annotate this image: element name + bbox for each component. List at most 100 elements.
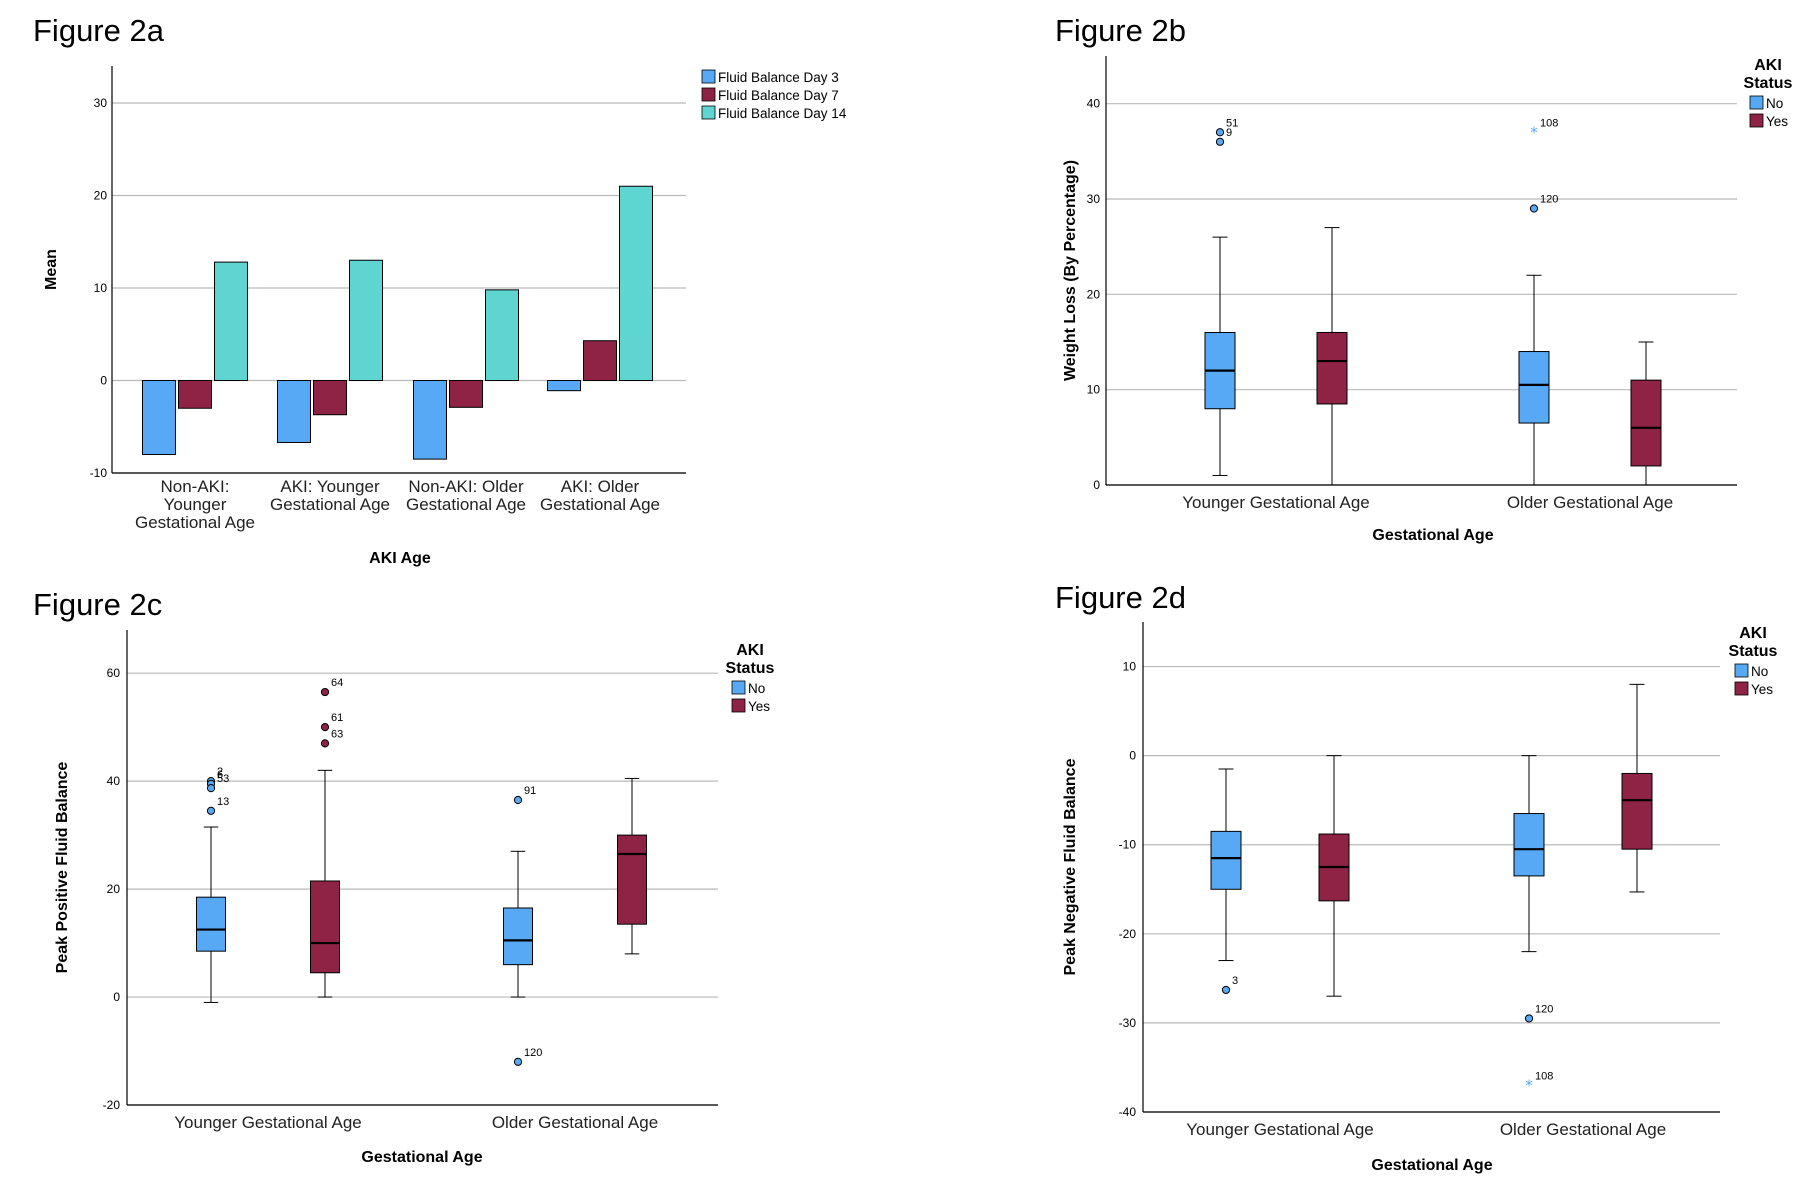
legend-swatch	[701, 87, 716, 102]
outlier-label: 53	[217, 773, 229, 785]
bar	[277, 380, 311, 443]
legend-title: AKI	[736, 642, 764, 659]
outlier-point	[1221, 985, 1231, 995]
bar	[214, 261, 248, 382]
legend-title: Status	[726, 660, 775, 677]
bar	[413, 380, 447, 460]
legend-label: Fluid Balance Day 3	[718, 70, 839, 85]
y-tick-label: 0	[1093, 478, 1100, 492]
y-tick-label: -10	[1119, 838, 1137, 852]
legend-label: No	[1751, 664, 1768, 679]
y-tick-label: -20	[103, 1098, 121, 1112]
legend-label: Yes	[748, 699, 770, 714]
outlier-label: 64	[331, 677, 343, 689]
x-category-label: Gestational Age	[540, 495, 660, 514]
legend-swatch	[1734, 663, 1749, 678]
outlier-star: *	[1530, 123, 1538, 141]
outlier-point	[1215, 137, 1225, 146]
x-category-label: Gestational Age	[270, 495, 390, 514]
x-axis-title: Gestational Age	[361, 1149, 482, 1166]
figure-2d-chart: -40 -30 -20 -10 0 10 Peak Negative Fluid Balan…	[1062, 622, 1778, 1174]
legend-swatch	[1749, 113, 1764, 128]
box	[503, 907, 533, 966]
bar	[619, 185, 653, 381]
legend-swatch	[701, 105, 716, 120]
x-category-label: Non-AKI:	[161, 477, 230, 496]
x-axis-title: Gestational Age	[1372, 527, 1493, 544]
y-tick-label: 60	[107, 666, 121, 680]
outlier-point	[1215, 128, 1225, 137]
legend-swatch	[731, 680, 746, 695]
y-tick-label: 10	[1087, 383, 1101, 397]
y-tick-label: 10	[1123, 660, 1137, 674]
legend-label: No	[1766, 96, 1783, 111]
legend-swatch	[1734, 681, 1749, 696]
x-category-label: Younger Gestational Age	[1182, 493, 1369, 512]
y-tick-label: -20	[1119, 927, 1137, 941]
x-axis-title: AKI Age	[369, 550, 431, 567]
x-category-label: Gestational Age	[406, 495, 526, 514]
x-category-label: Gestational Age	[135, 513, 255, 532]
figure-2b-title: Figure 2b	[1055, 13, 1186, 48]
legend-label: No	[748, 681, 765, 696]
y-tick-label: 40	[107, 774, 121, 788]
y-tick-label: 0	[100, 374, 107, 388]
y-axis-title: Weight Loss (By Percentage)	[1062, 160, 1079, 381]
y-tick-label: 10	[94, 281, 108, 295]
x-category-label: Older Gestational Age	[1500, 1120, 1666, 1139]
box	[1316, 331, 1348, 405]
y-tick-label: 20	[94, 189, 108, 203]
legend-label: Yes	[1751, 682, 1773, 697]
box	[1630, 379, 1662, 467]
bar	[178, 380, 212, 409]
x-category-label: Older Gestational Age	[492, 1113, 658, 1132]
bar	[583, 340, 617, 382]
outlier-label: 3	[1232, 975, 1238, 987]
outlier-label: 61	[331, 712, 343, 724]
outlier-label: 9	[1226, 127, 1232, 139]
outlier-point	[320, 739, 330, 748]
outlier-label: 120	[524, 1047, 542, 1059]
figure-2d-title: Figure 2d	[1055, 580, 1186, 615]
box	[1518, 351, 1550, 424]
legend-title: AKI	[1739, 625, 1767, 642]
x-category-label: AKI: Older	[561, 477, 640, 496]
y-tick-label: 40	[1087, 97, 1101, 111]
outlier-point	[1524, 1014, 1534, 1023]
x-axis-title: Gestational Age	[1371, 1157, 1492, 1174]
legend-label: Fluid Balance Day 14	[718, 106, 847, 121]
bar	[349, 259, 383, 381]
box	[1513, 813, 1545, 877]
outlier-label: 120	[1540, 194, 1558, 206]
legend-label: Fluid Balance Day 7	[718, 88, 839, 103]
box	[310, 880, 340, 974]
y-axis-title: Mean	[43, 249, 60, 290]
y-tick-label: -10	[90, 466, 108, 480]
outlier-point	[1529, 204, 1539, 213]
x-category-label: Younger Gestational Age	[1186, 1120, 1373, 1139]
figure-2a-title: Figure 2a	[33, 13, 165, 48]
legend-label: Yes	[1766, 114, 1788, 129]
outlier-star: *	[1525, 1076, 1533, 1094]
legend-title: AKI	[1754, 57, 1782, 74]
y-tick-label: 0	[1129, 749, 1136, 763]
outlier-point	[320, 687, 330, 697]
outlier-label: 6	[217, 769, 223, 781]
y-axis-title: Peak Positive Fluid Balance	[54, 762, 71, 974]
box	[617, 834, 647, 925]
outlier-label: 108	[1535, 1070, 1553, 1082]
outlier-point	[206, 784, 216, 793]
legend-swatch	[731, 698, 746, 713]
figure-2b-chart: 0 10 20 30 40 Weight Loss (By Percentage) Gest…	[1062, 56, 1793, 544]
outlier-point	[513, 795, 523, 805]
y-axis-title: Peak Negative Fluid Balance	[1062, 758, 1079, 975]
y-tick-label: 20	[107, 882, 121, 896]
box	[1621, 772, 1653, 850]
y-tick-label: 30	[94, 96, 108, 110]
outlier-point	[513, 1057, 523, 1066]
outlier-label: 120	[1535, 1003, 1553, 1015]
legend-title: Status	[1744, 75, 1793, 92]
outlier-label: 91	[524, 785, 536, 797]
